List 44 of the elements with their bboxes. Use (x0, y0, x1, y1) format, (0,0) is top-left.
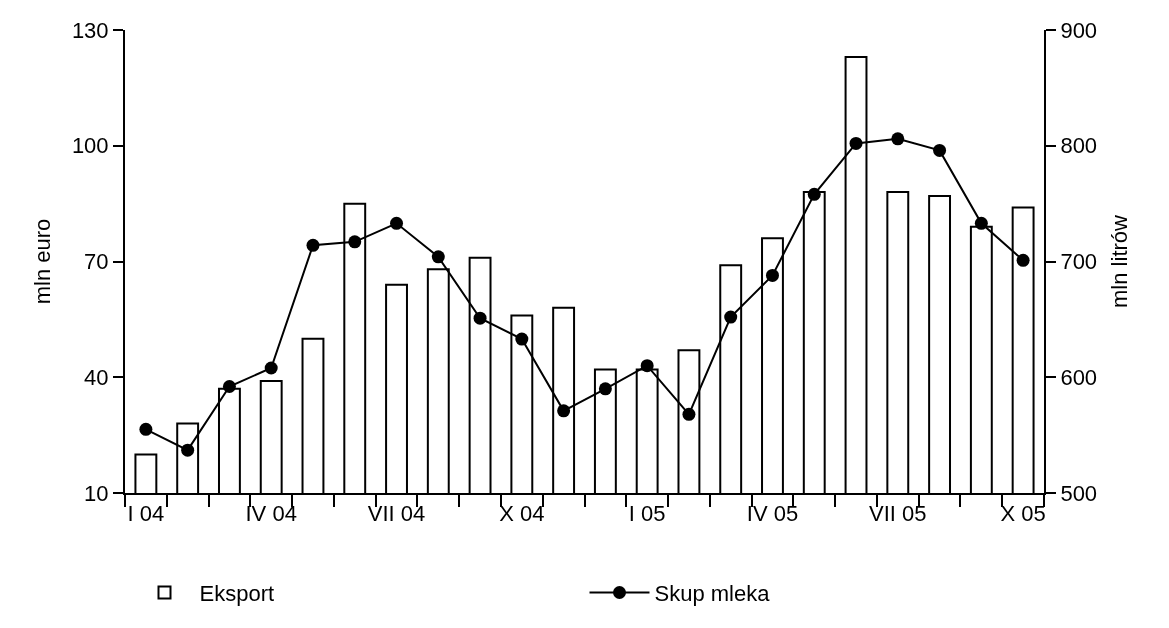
y2-tick-label: 700 (1060, 249, 1098, 275)
point (390, 216, 404, 230)
point (264, 361, 278, 375)
x-tick-label: VII 05 (869, 501, 927, 527)
point (974, 216, 988, 230)
point (557, 404, 571, 418)
point (473, 311, 487, 325)
y2-tick-label: 500 (1060, 480, 1098, 506)
y-tick-label: 70 (84, 249, 109, 275)
point (598, 382, 612, 396)
point (891, 132, 905, 146)
y-tick-label: 100 (71, 133, 109, 159)
x-tick-label: IV 05 (746, 501, 799, 527)
legend-label: Eksport (199, 581, 275, 607)
point (181, 443, 195, 457)
point (348, 235, 362, 249)
point (724, 310, 738, 324)
x-tick-label: I 04 (127, 501, 165, 527)
point (1016, 253, 1030, 267)
point (139, 422, 153, 436)
y-tick-label: 130 (71, 17, 109, 43)
x-tick-label: I 05 (628, 501, 666, 527)
x-tick-label: X 05 (1000, 501, 1046, 527)
point (515, 332, 529, 346)
y-axis-title: mln euro (30, 218, 56, 305)
y2-tick-label: 800 (1060, 133, 1098, 159)
point (807, 187, 821, 201)
y2-tick-label: 600 (1060, 364, 1098, 390)
x-tick-label: VII 04 (367, 501, 426, 527)
x-tick-label: IV 04 (245, 501, 297, 527)
y-tick-label: 10 (84, 480, 109, 506)
point (306, 238, 320, 252)
point (682, 407, 696, 421)
point (849, 136, 863, 150)
point (431, 250, 445, 264)
x-tick-label: X 04 (499, 501, 545, 527)
legend-label: Skup mleka (654, 581, 771, 607)
y-tick-label: 40 (84, 364, 109, 390)
point (765, 268, 779, 282)
point (640, 359, 654, 373)
y2-axis-title: mln litrów (1106, 214, 1132, 308)
point (222, 380, 236, 393)
y2-tick-label: 900 (1060, 17, 1098, 43)
point (933, 143, 947, 157)
